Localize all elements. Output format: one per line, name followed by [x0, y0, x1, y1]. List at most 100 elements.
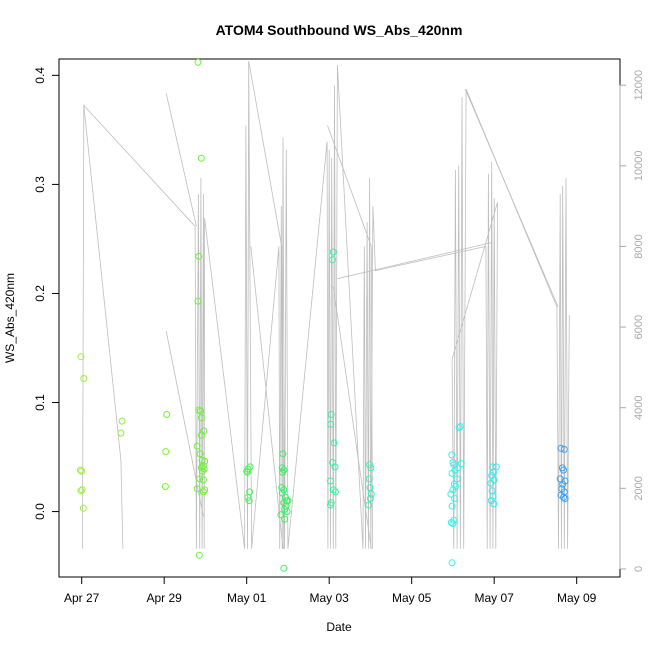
data-point-8-17: [456, 423, 464, 430]
data-point-8-11: [448, 502, 456, 510]
data-point-9-9: [492, 463, 500, 471]
y-tick-label: 0.0: [33, 503, 47, 520]
secondary-trace-segment-1: [165, 93, 197, 227]
data-point-0-4: [77, 487, 85, 495]
data-point-8-14: [449, 520, 457, 528]
data-point-5-14: [277, 511, 285, 519]
data-point-7-0: [366, 461, 374, 469]
data-point-7-3: [366, 484, 374, 492]
data-point-6-0: [329, 248, 337, 256]
data-point-3-12: [201, 457, 209, 465]
data-point-8-4: [448, 469, 456, 477]
x-tick-label: May 03: [310, 591, 350, 605]
data-point-2-2: [161, 483, 169, 490]
x-tick-label: Apr 29: [147, 591, 183, 605]
data-point-7-6: [365, 501, 373, 509]
data-point-3-4: [195, 406, 203, 414]
data-point-8-8: [449, 486, 457, 494]
data-point-6-1: [329, 256, 336, 264]
y-tick-label: 0.4: [33, 67, 47, 84]
x-axis: Apr 27 Apr 29 May 01 May 03 May 05 May 07 May …: [64, 576, 597, 605]
data-point-8-18: [457, 460, 465, 468]
data-point-0-6: [79, 504, 87, 512]
data-point-5-16: [280, 564, 288, 572]
data-point-9-6: [489, 492, 497, 500]
data-point-6-11: [326, 501, 334, 509]
y-tick-label: 0.1: [33, 394, 47, 411]
data-point-6-2: [327, 411, 335, 418]
data-point-9-8: [490, 500, 498, 508]
secondary-trace-line: [82, 60, 570, 549]
data-point-5-15: [281, 515, 289, 523]
data-point-8-19: [454, 464, 462, 472]
secondary-y-tick-label: 12000: [633, 70, 645, 101]
data-point-3-5: [197, 407, 204, 415]
data-point-5-1: [278, 464, 286, 472]
data-point-8-5: [453, 475, 461, 483]
data-point-4-3: [244, 468, 251, 476]
y-axis-label: WS_Abs_420nm: [3, 273, 17, 363]
data-point-9-1: [489, 468, 497, 476]
data-point-3-17: [196, 475, 204, 483]
data-point-6-4: [330, 439, 338, 447]
data-point-4-5: [244, 493, 252, 501]
data-point-10-10: [560, 493, 567, 501]
data-point-6-6: [331, 463, 339, 471]
data-point-0-0: [77, 353, 85, 361]
data-point-8-10: [451, 495, 459, 502]
y-tick-label: 0.3: [33, 176, 47, 193]
x-axis-label: Date: [326, 620, 352, 634]
secondary-trace-layer: [82, 60, 570, 549]
x-tick-label: May 01: [227, 591, 267, 605]
data-point-5-4: [278, 484, 286, 492]
secondary-y-tick-label: 0: [633, 566, 645, 572]
data-point-3-1: [197, 154, 205, 162]
data-point-8-0: [448, 451, 456, 459]
data-point-5-3: [279, 468, 287, 476]
y-tick-label: 0.2: [33, 285, 47, 302]
data-point-2-0: [163, 411, 171, 418]
data-point-0-5: [80, 375, 88, 382]
data-point-8-15: [448, 559, 456, 567]
data-point-3-8: [196, 450, 204, 458]
secondary-y-tick-label: 2000: [633, 476, 645, 500]
x-tick-label: May 05: [392, 591, 432, 605]
data-point-8-13: [447, 519, 455, 526]
data-point-7-1: [367, 464, 375, 472]
data-point-10-1: [560, 445, 568, 453]
data-point-6-3: [327, 420, 335, 428]
data-point-1-0: [118, 417, 126, 425]
data-point-7-5: [366, 495, 374, 502]
data-point-0-1: [77, 466, 84, 474]
secondary-y-axis: 0 2000 4000 6000 8000 10000 12000: [619, 70, 645, 572]
data-point-0-2: [78, 467, 86, 475]
data-point-3-3: [194, 297, 202, 305]
data-point-5-6: [278, 489, 286, 497]
secondary-trace-segment-3: [327, 125, 373, 549]
data-point-5-0: [279, 450, 287, 458]
data-point-8-16: [455, 424, 463, 432]
secondary-trace-segment-8: [332, 286, 372, 549]
data-point-7-4: [367, 490, 375, 498]
data-point-3-15: [200, 465, 208, 473]
secondary-trace-segment-7: [250, 246, 284, 549]
data-point-6-7: [326, 477, 334, 485]
secondary-y-tick-label: 4000: [633, 395, 645, 419]
data-point-3-16: [199, 467, 206, 475]
data-point-3-0: [194, 58, 202, 66]
plot-frame: [58, 58, 621, 578]
data-point-10-11: [561, 495, 569, 502]
data-point-3-10: [197, 431, 205, 439]
data-point-3-6: [197, 414, 205, 422]
data-point-3-19: [193, 485, 201, 493]
data-points-layer: [77, 58, 569, 572]
data-point-10-3: [560, 466, 567, 474]
secondary-trace-segment-5: [464, 89, 559, 308]
data-point-4-6: [245, 497, 253, 505]
data-point-5-13: [283, 508, 291, 516]
data-point-6-8: [329, 486, 337, 494]
data-point-3-22: [195, 551, 203, 559]
secondary-y-tick-label: 6000: [633, 315, 645, 339]
secondary-trace-segment-2: [248, 60, 285, 549]
